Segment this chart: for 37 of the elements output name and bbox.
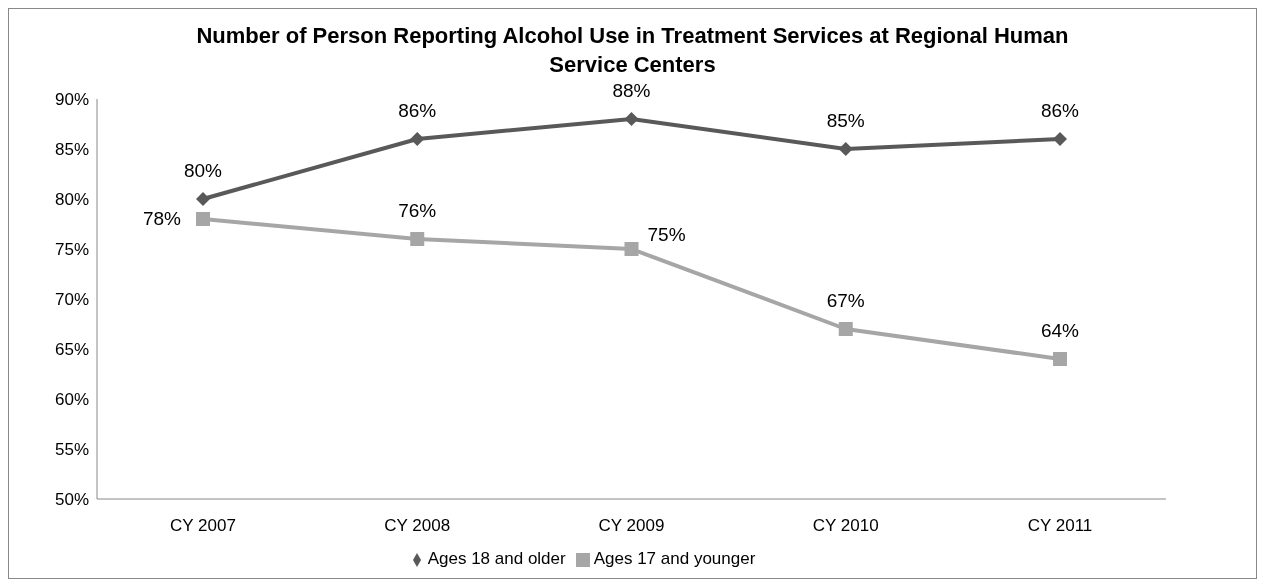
y-tick-label: 60% xyxy=(54,390,89,410)
data-label: 86% xyxy=(1040,100,1080,121)
point xyxy=(196,212,210,226)
y-tick-label: 80% xyxy=(54,190,89,210)
point xyxy=(1053,132,1067,146)
point xyxy=(624,242,639,256)
x-tick-label: CY 2007 xyxy=(170,516,236,536)
data-label: 86% xyxy=(398,100,437,121)
point xyxy=(410,232,425,246)
point xyxy=(838,322,853,336)
y-tick-label: 85% xyxy=(54,140,89,160)
point xyxy=(1053,352,1067,366)
data-label: 80% xyxy=(183,160,223,181)
y-tick-label: 90% xyxy=(54,90,89,110)
chart-title: Number of Person Reporting Alcohol Use in Treatment Services at Regional Human Service Centers xyxy=(195,22,1070,79)
y-tick-label: 50% xyxy=(54,490,89,510)
y-tick-label: 70% xyxy=(54,290,89,310)
point xyxy=(196,192,210,206)
y-tick-label: 75% xyxy=(54,240,89,260)
legend-label: Ages 18 and older xyxy=(427,549,566,568)
legend-label: Ages 17 and younger xyxy=(593,549,756,568)
y-tick-label: 55% xyxy=(54,440,89,460)
point xyxy=(838,142,853,156)
data-label: 88% xyxy=(612,80,651,101)
point xyxy=(624,112,639,126)
data-label: 67% xyxy=(826,290,865,311)
x-tick-label: CY 2009 xyxy=(598,516,665,536)
point xyxy=(410,132,425,146)
data-label: 64% xyxy=(1040,320,1080,341)
data-label: 78% xyxy=(142,208,182,229)
x-tick-label: CY 2010 xyxy=(812,516,879,536)
data-label: 76% xyxy=(398,200,437,221)
y-tick-label: 65% xyxy=(54,340,89,360)
x-tick-label: CY 2011 xyxy=(1027,516,1093,536)
data-label: 85% xyxy=(826,110,865,131)
x-tick-label: CY 2008 xyxy=(384,516,451,536)
data-label: 75% xyxy=(647,224,686,245)
